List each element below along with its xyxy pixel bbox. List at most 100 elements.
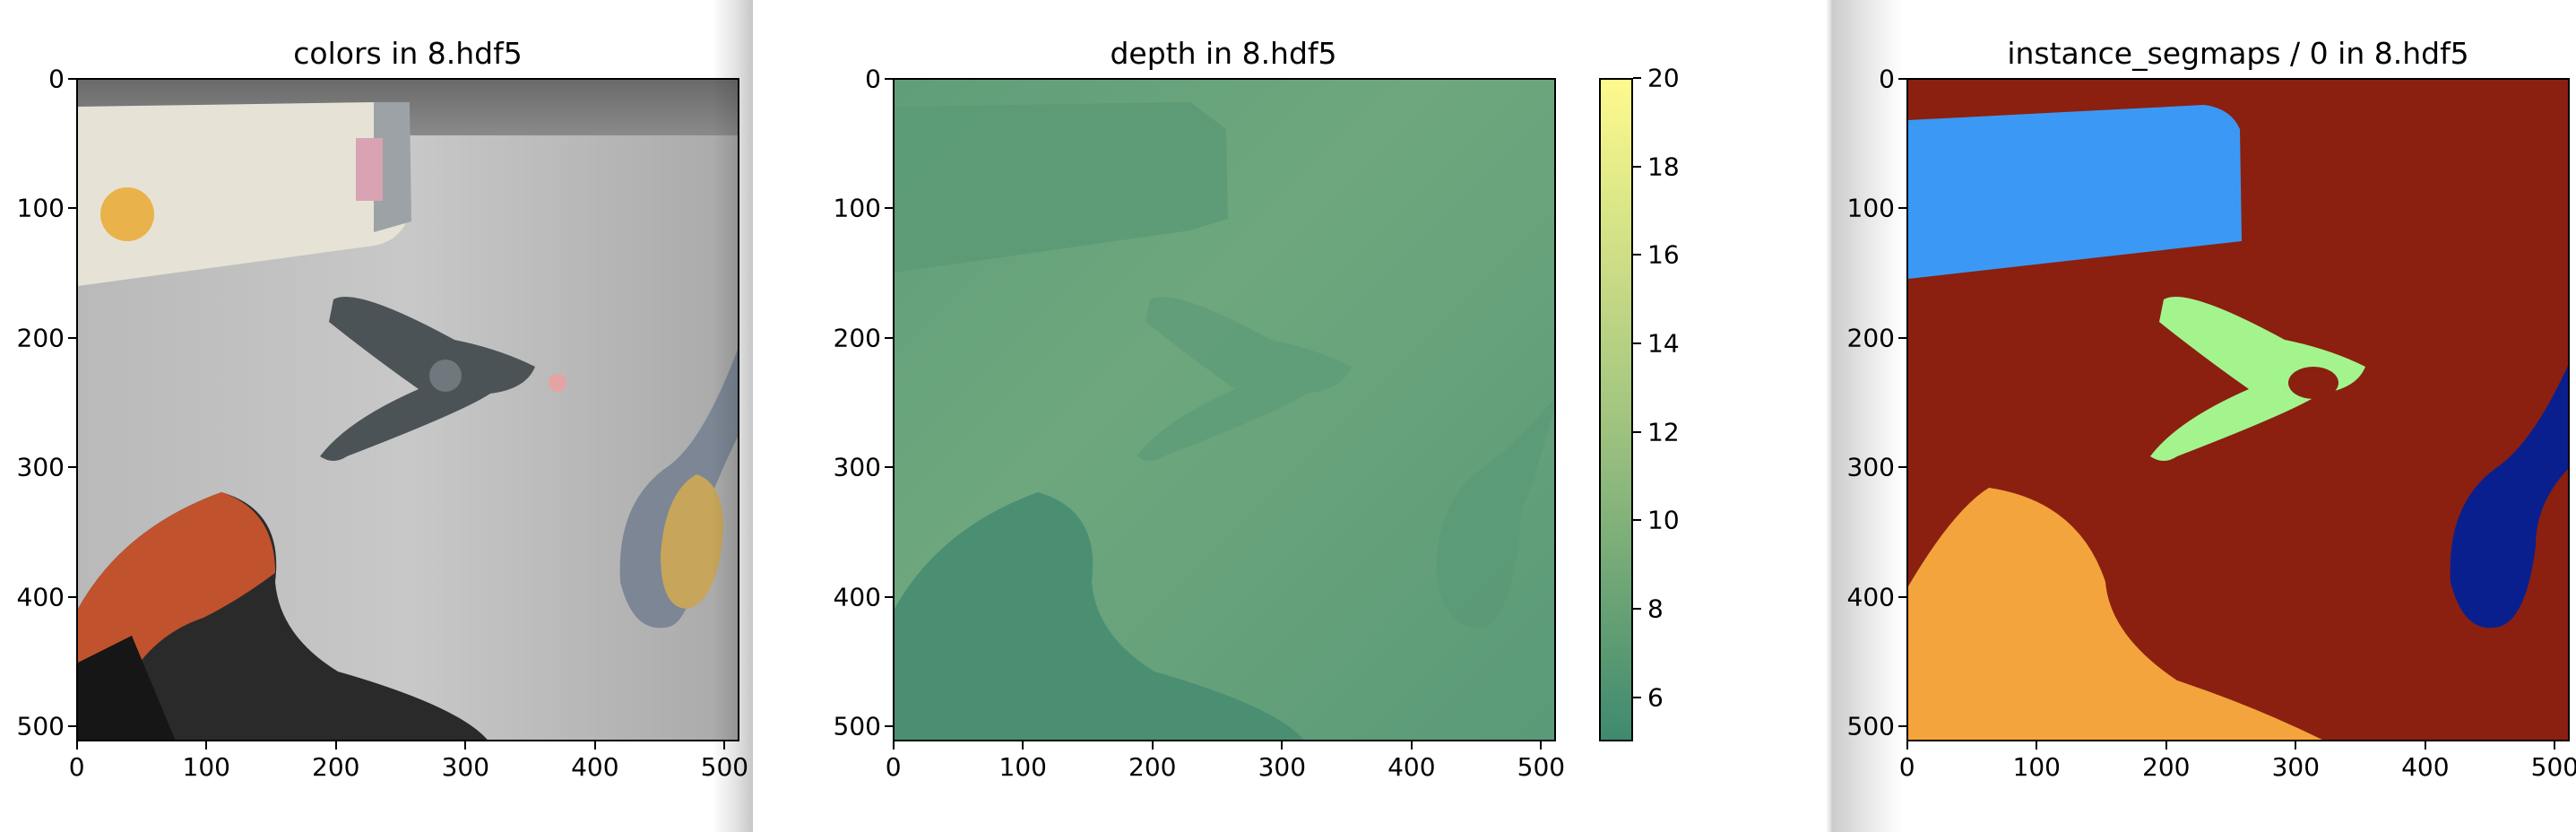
x-tick-label: 100 <box>182 752 230 782</box>
x-tick-mark <box>464 741 467 750</box>
x-tick-mark <box>2554 741 2556 750</box>
y-tick-mark <box>1898 725 1906 728</box>
colorbar-tick-label: 6 <box>1647 682 1664 713</box>
y-tick-mark <box>885 725 893 728</box>
y-tick-label: 200 <box>1846 323 1895 353</box>
y-tick-mark <box>1898 466 1906 469</box>
colors-window: colors in 8.hdf5 <box>0 0 753 832</box>
colorbar-tick-mark <box>1633 77 1641 79</box>
y-tick-label: 300 <box>1846 452 1895 482</box>
colors-title: colors in 8.hdf5 <box>293 36 523 71</box>
x-tick-label: 200 <box>1128 752 1177 782</box>
x-tick-mark <box>2036 741 2038 750</box>
x-tick-label: 0 <box>885 752 902 782</box>
x-tick-label: 200 <box>312 752 360 782</box>
y-tick-label: 0 <box>865 64 881 94</box>
x-tick-label: 100 <box>2012 752 2061 782</box>
y-tick-mark <box>885 336 893 339</box>
y-tick-mark <box>68 336 76 339</box>
x-tick-label: 300 <box>441 752 490 782</box>
x-tick-label: 500 <box>700 752 749 782</box>
y-tick-label: 0 <box>1879 64 1895 94</box>
colorbar-tick-label: 20 <box>1647 63 1680 93</box>
y-tick-mark <box>68 77 76 80</box>
y-tick-label: 500 <box>1846 711 1895 741</box>
y-tick-label: 500 <box>16 711 65 741</box>
y-tick-mark <box>885 207 893 210</box>
y-tick-label: 100 <box>1846 193 1895 223</box>
window-edge-shadow <box>1833 0 1903 832</box>
colorbar-tick-mark <box>1633 608 1641 610</box>
x-tick-mark <box>2424 741 2426 750</box>
y-tick-label: 300 <box>833 452 881 482</box>
x-tick-mark <box>1022 741 1024 750</box>
x-tick-mark <box>1281 741 1284 750</box>
segmap-title: instance_segmaps / 0 in 8.hdf5 <box>2007 36 2469 71</box>
x-tick-mark <box>2295 741 2297 750</box>
x-tick-mark <box>2165 741 2167 750</box>
y-tick-mark <box>885 466 893 469</box>
x-tick-mark <box>1151 741 1154 750</box>
y-tick-mark <box>885 77 893 80</box>
x-tick-mark <box>75 741 78 750</box>
y-tick-label: 400 <box>833 582 881 612</box>
colorbar-tick-label: 10 <box>1647 505 1680 535</box>
x-tick-mark <box>1540 741 1543 750</box>
x-tick-mark <box>723 741 726 750</box>
window-edge-shadow <box>712 0 753 832</box>
y-tick-label: 100 <box>833 193 881 223</box>
y-tick-label: 200 <box>833 323 881 353</box>
segmap-image <box>1906 78 2570 741</box>
y-tick-label: 0 <box>48 64 65 94</box>
colorbar-tick-mark <box>1633 519 1641 522</box>
y-tick-mark <box>68 466 76 469</box>
colorbar-tick-mark <box>1633 254 1641 256</box>
x-tick-label: 300 <box>1258 752 1307 782</box>
colorbar-tick-mark <box>1633 430 1641 433</box>
x-tick-label: 0 <box>1898 752 1915 782</box>
x-tick-label: 400 <box>2401 752 2450 782</box>
y-tick-label: 500 <box>833 711 881 741</box>
x-tick-label: 500 <box>2530 752 2576 782</box>
x-tick-mark <box>1410 741 1413 750</box>
depth-window: depth in 8.hdf5 <box>753 0 1833 832</box>
y-tick-mark <box>68 207 76 210</box>
x-tick-label: 300 <box>2271 752 2321 782</box>
y-tick-label: 200 <box>16 323 65 353</box>
colorbar-tick-label: 12 <box>1647 417 1680 447</box>
y-tick-mark <box>885 595 893 598</box>
x-tick-label: 500 <box>1517 752 1566 782</box>
y-tick-mark <box>1898 595 1906 598</box>
x-tick-label: 100 <box>998 752 1047 782</box>
x-tick-mark <box>892 741 895 750</box>
y-tick-mark <box>68 725 76 728</box>
colors-image <box>76 78 739 741</box>
window-edge <box>1826 0 1833 832</box>
depth-image <box>893 78 1556 741</box>
y-tick-label: 400 <box>16 582 65 612</box>
x-tick-mark <box>593 741 596 750</box>
colorbar-tick-label: 18 <box>1647 152 1680 182</box>
y-tick-mark <box>1898 336 1906 339</box>
y-tick-mark <box>1898 77 1906 80</box>
x-tick-label: 400 <box>571 752 619 782</box>
x-tick-mark <box>334 741 337 750</box>
colorbar-tick-mark <box>1633 696 1641 698</box>
y-tick-mark <box>1898 207 1906 210</box>
y-tick-label: 300 <box>16 452 65 482</box>
y-tick-mark <box>68 595 76 598</box>
colorbar-tick-label: 14 <box>1647 328 1680 359</box>
y-tick-label: 400 <box>1846 582 1895 612</box>
colorbar-tick-mark <box>1633 342 1641 344</box>
colorbar-tick-label: 8 <box>1647 594 1664 624</box>
x-tick-mark <box>205 741 208 750</box>
x-tick-label: 0 <box>68 752 85 782</box>
x-tick-label: 400 <box>1387 752 1436 782</box>
depth-colorbar <box>1599 78 1633 741</box>
y-tick-label: 100 <box>16 193 65 223</box>
depth-title: depth in 8.hdf5 <box>1110 36 1337 71</box>
colorbar-tick-label: 16 <box>1647 239 1680 270</box>
segmap-window: instance_segmaps / 0 in 8.hdf5 <box>1833 0 2576 832</box>
colorbar-tick-mark <box>1633 165 1641 168</box>
x-tick-mark <box>1906 741 1908 750</box>
